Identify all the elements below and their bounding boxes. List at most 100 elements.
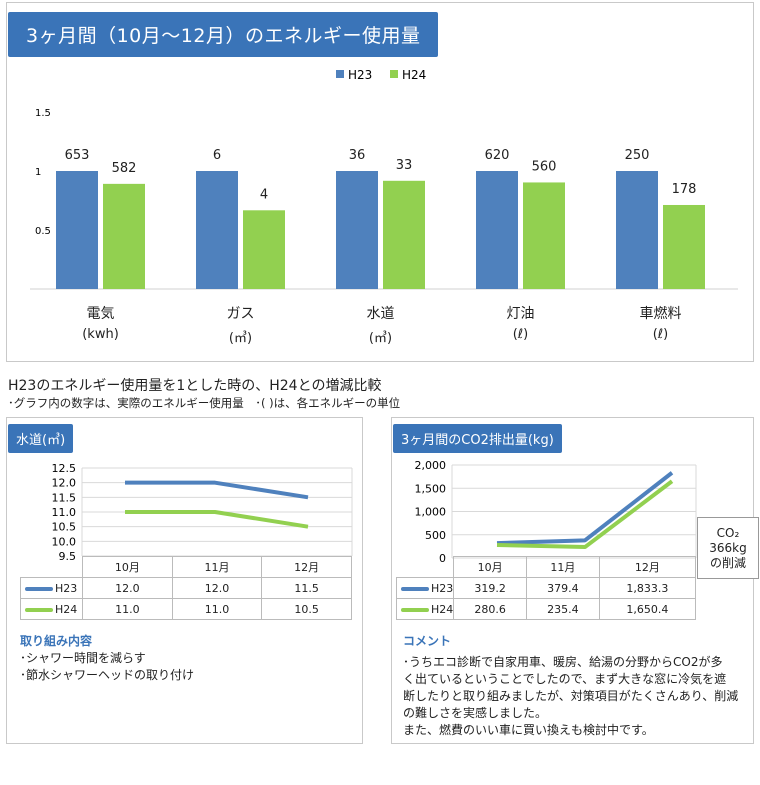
co2-reduction-callout: CO₂ 366kg の削減 [697,517,759,579]
category-name: 水道 [366,306,395,322]
table-cell: 10.5 [261,598,352,620]
series-name: H23 [431,581,454,595]
y-tick-label: 11.5 [52,491,77,504]
category-unit: (kwh) [82,327,119,342]
table-header-cell: 10月 [82,556,173,578]
y-tick-label: 2,000 [415,459,447,472]
effort-item: ･節水シャワーヘッドの取り付け [20,668,195,682]
series-swatch [25,607,53,612]
table-header-row: 10月 11月 12月 [397,556,697,578]
efforts-title: 取り組み内容 [20,634,93,648]
series-name: H24 [431,602,454,616]
co2-data-table: 10月 11月 12月 H23 319.2 379.4 1,833.3 H24 280.6 235… [395,556,697,620]
table-row: H23 12.0 12.0 11.5 [20,577,352,599]
comment-line: の難しさを実感しました。 [403,706,548,720]
y-tick-label: 9.5 [59,550,77,560]
series-line-h23 [125,480,309,500]
category-name: ガス [226,306,255,322]
table-corner [21,557,83,578]
table-row: H24 11.0 11.0 10.5 [20,598,352,620]
y-tick-label: 1,000 [415,506,447,519]
table-cell: 319.2 [453,577,528,599]
series-swatch [25,586,53,591]
legend-label: H24 [402,68,426,82]
bar-data-label: 6 [213,148,221,163]
bar-h24 [103,183,145,289]
bar-data-label: 653 [65,148,90,163]
table-row-header: H24 [20,598,83,620]
y-tick-label: 10.5 [52,521,77,534]
table-cell: 235.4 [526,598,600,620]
table-header-cell: 12月 [261,556,352,578]
bar-h24 [243,210,285,289]
comment-title: コメント [403,634,452,648]
y-tick-label: 1,500 [415,482,447,495]
bar-data-label: 560 [532,159,557,174]
bar-data-label: 620 [485,148,510,163]
effort-item: ･シャワー時間を減らす [20,651,146,665]
table-header-cell: 10月 [453,556,528,578]
y-tick-label: 11.0 [52,506,77,519]
series-swatch [401,586,429,591]
table-row: H24 280.6 235.4 1,650.4 [395,598,697,620]
comment-line: く出ているということでしたので、まず大きな窓に冷気を遮 [403,672,727,686]
bar-data-label: 36 [349,148,366,163]
energy-bar-chart: 1.5 1 0.5 653 582 6 4 36 33 620 560 250 178 H23 H24 [30,68,738,290]
bar-h23 [196,171,238,289]
table-cell: 11.0 [171,598,263,620]
category-name: 電気 [86,306,115,322]
table-cell: 379.4 [526,577,600,599]
bar-data-label: 33 [396,158,413,173]
callout-line: の削減 [709,556,746,570]
series-swatch [401,607,429,612]
bar-h24 [383,180,425,289]
bar-data-label: 582 [112,161,137,176]
comment-line: ･うちエコ診断で自家用車、暖房、給湯の分野からCO2が多 [403,655,723,669]
water-panel-title: 水道(㎥) [8,424,74,453]
y-tick-label: 1 [35,167,41,178]
table-cell: 11.5 [261,577,352,599]
y-tick-label: 12.0 [52,477,77,490]
category-unit: (ℓ) [652,327,669,342]
table-cell: 12.0 [82,577,173,599]
y-tick-label: 0 [439,552,446,565]
chart-note: ･グラフ内の数字は、実際のエネルギー使用量 ･( )は、各エネルギーの単位 [8,396,401,410]
legend-label: H23 [348,68,372,82]
table-row-header: H23 [20,577,83,599]
callout-line: CO₂ [716,526,740,540]
table-header-row: 10月 11月 12月 [21,556,352,578]
table-corner [397,557,454,578]
bar-h24 [523,182,565,289]
page-title: 3ヶ月間（10月〜12月）のエネルギー使用量 [8,12,439,57]
series-line-h24 [496,479,674,550]
comment-line: 断したりと取り組みましたが、対策項目がたくさんあり、削減 [403,689,739,703]
y-tick-label: 0.5 [35,226,51,237]
table-cell: 1,833.3 [598,577,697,599]
table-row-header: H24 [395,598,455,620]
water-data-table: 10月 11月 12月 H23 12.0 12.0 11.5 H24 11.0 11.0 10.5 [20,556,352,620]
category-unit: (ℓ) [512,327,529,342]
table-header-cell: 11月 [526,556,600,578]
category-unit: (㎥) [368,331,393,346]
category-name: 車燃料 [639,306,682,322]
comparison-subtitle: H23のエネルギー使用量を1とした時の、H24との増減比較 [8,378,382,394]
table-cell: 11.0 [82,598,173,620]
bar-data-label: 178 [672,182,697,197]
table-cell: 1,650.4 [598,598,697,620]
series-name: H23 [55,581,78,595]
table-row: H23 319.2 379.4 1,833.3 [395,577,697,599]
table-cell: 280.6 [453,598,528,620]
bar-data-label: 4 [260,187,268,202]
table-header-cell: 11月 [171,556,263,578]
series-line-h23 [496,471,674,546]
legend-swatch [390,70,398,78]
y-tick-label: 1.5 [35,108,51,119]
bar-h23 [476,171,518,289]
table-cell: 12.0 [171,577,263,599]
y-tick-label: 10.0 [52,535,77,548]
bar-h24 [663,204,705,289]
bar-h23 [336,171,378,289]
series-line-h24 [125,510,309,529]
table-header-cell: 12月 [598,556,697,578]
water-line-chart: 12.5 12.011.5 11.0 10.510.0 9.5 [52,462,353,560]
